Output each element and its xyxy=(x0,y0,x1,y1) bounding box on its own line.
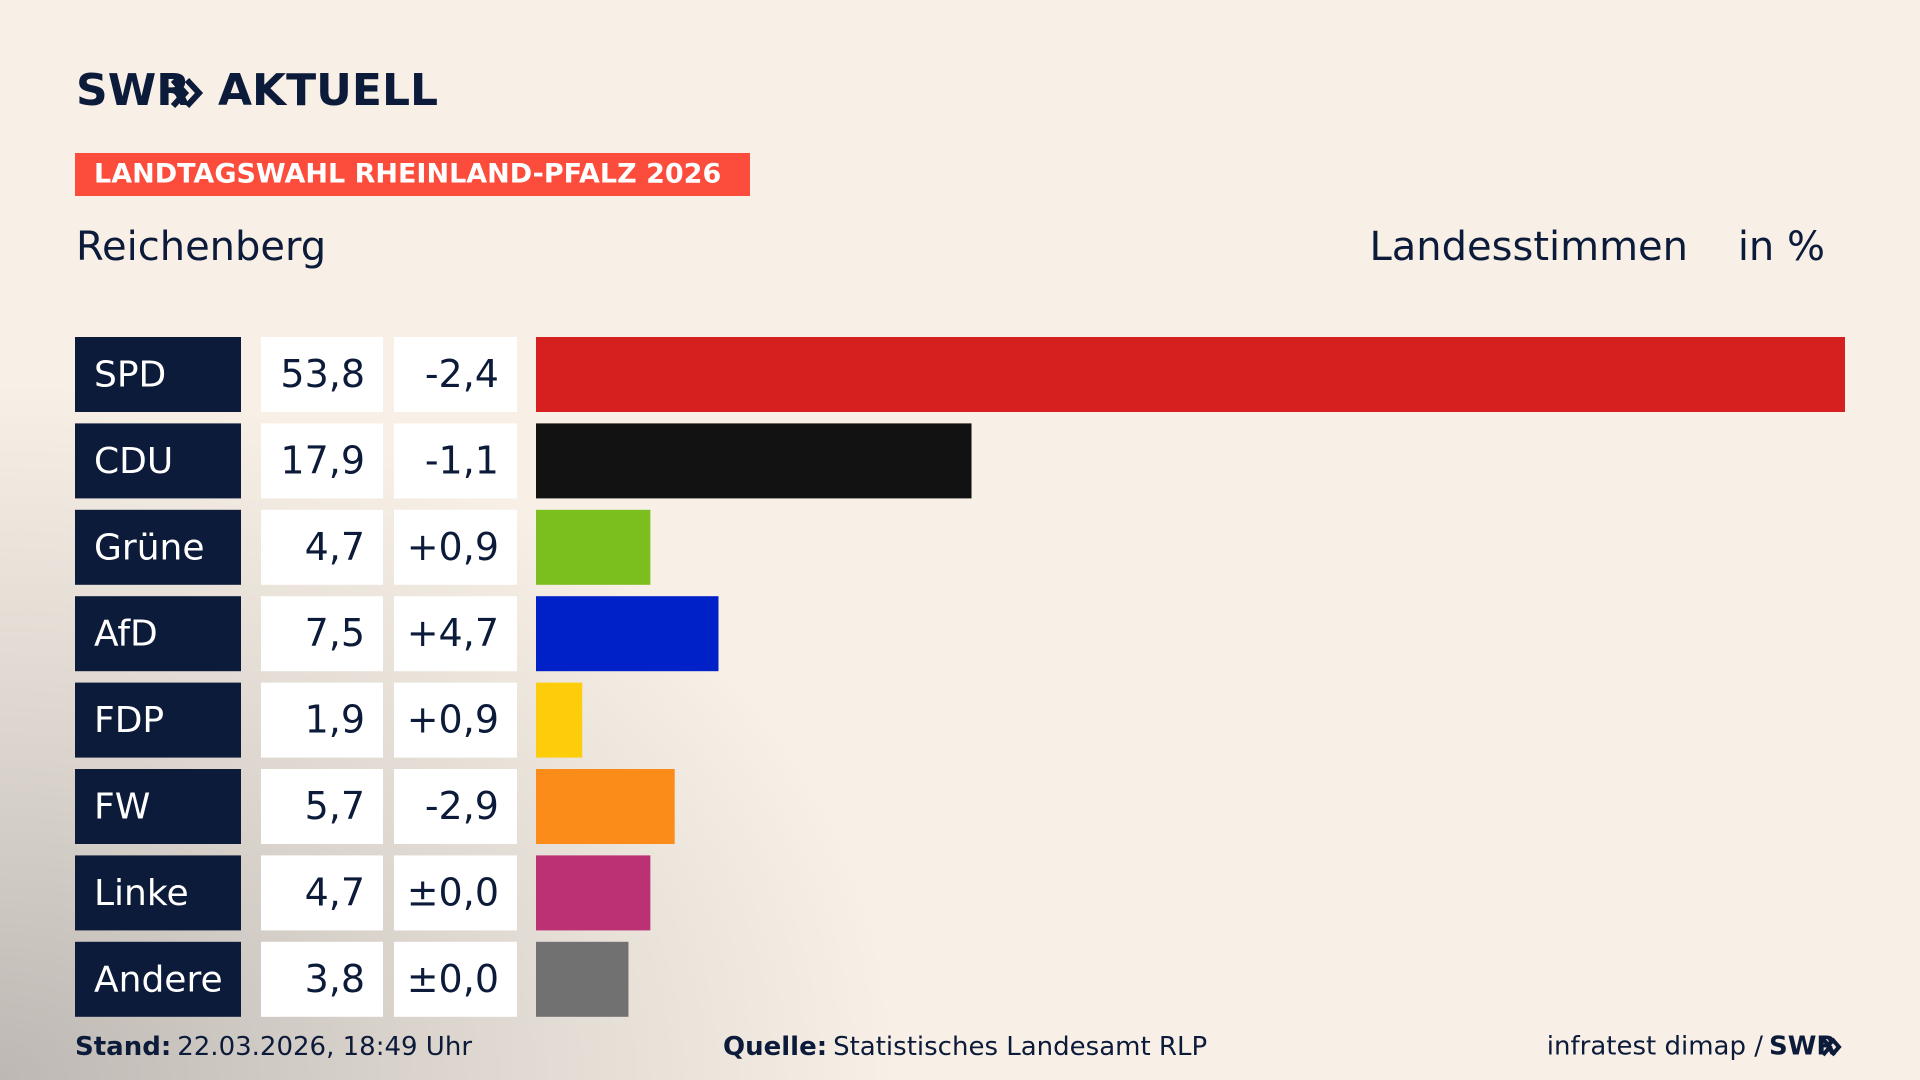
party-box xyxy=(75,337,241,412)
bar xyxy=(536,509,651,585)
party-box xyxy=(75,855,241,931)
change-box xyxy=(394,941,517,1017)
value-box xyxy=(261,509,383,585)
change-label: +0,9 xyxy=(407,525,499,569)
party-box xyxy=(75,682,241,758)
value-label: 3,8 xyxy=(305,957,365,1001)
change-box xyxy=(394,423,517,499)
value-box xyxy=(261,337,383,412)
bar xyxy=(536,596,719,672)
value-box xyxy=(261,769,383,844)
party-box xyxy=(75,509,241,585)
change-label: -2,4 xyxy=(425,352,499,396)
bar xyxy=(536,855,651,931)
bar xyxy=(536,423,972,499)
value-box xyxy=(261,596,383,672)
brand: SWR xyxy=(76,65,190,116)
source-label: Quelle: xyxy=(723,1032,827,1062)
footer-stand: Stand: 22.03.2026, 18:49 Uhr xyxy=(75,1032,472,1062)
change-label: ±0,0 xyxy=(407,870,499,914)
change-label: +4,7 xyxy=(407,611,499,655)
value-box xyxy=(261,682,383,758)
brand-chevrons xyxy=(170,77,204,109)
bar xyxy=(536,941,629,1017)
credit-chevrons xyxy=(1821,1037,1842,1057)
party-label: Andere xyxy=(94,959,223,1000)
value-label: 7,5 xyxy=(305,611,365,655)
party-label: Grüne xyxy=(94,527,204,568)
value-box xyxy=(261,941,383,1017)
bar xyxy=(536,769,675,844)
footer-source: Quelle: Statistisches Landesamt RLP xyxy=(723,1032,1207,1062)
value-label: 4,7 xyxy=(305,525,365,569)
party-box xyxy=(75,941,241,1017)
source: Statistisches Landesamt RLP xyxy=(833,1032,1207,1062)
bar xyxy=(536,337,1845,412)
tag-box xyxy=(75,153,750,196)
tag: LANDTAGSWAHL RHEINLAND-PFALZ 2026 xyxy=(94,159,721,190)
credit: infratest dimap / xyxy=(1547,1032,1763,1062)
value-box xyxy=(261,855,383,931)
change-box xyxy=(394,855,517,931)
party-label: FDP xyxy=(94,700,164,741)
value-box xyxy=(261,423,383,499)
change-label: +0,9 xyxy=(407,698,499,742)
party-box xyxy=(75,769,241,844)
value-label: 53,8 xyxy=(280,352,365,396)
bar xyxy=(536,682,583,758)
value-label: 5,7 xyxy=(305,784,365,828)
subtitle: Reichenberg xyxy=(76,224,326,270)
change-label: -2,9 xyxy=(425,784,499,828)
rows: SPD 53,8 -2,4 CDU 17,9 -1,1 Grüne 4,7 +0,9 AfD 7,5… xyxy=(75,337,1845,1017)
change-box xyxy=(394,682,517,758)
stand-label: Stand: xyxy=(75,1032,171,1062)
change-box xyxy=(394,509,517,585)
party-label: FW xyxy=(94,787,150,828)
change-box xyxy=(394,337,517,412)
party-label: Linke xyxy=(94,873,189,914)
party-box xyxy=(75,423,241,499)
value-label: 4,7 xyxy=(305,870,365,914)
measure: Landesstimmen xyxy=(1369,224,1688,270)
value-label: 1,9 xyxy=(305,698,365,742)
party-label: SPD xyxy=(94,355,166,396)
value-label: 17,9 xyxy=(280,438,365,482)
change-label: -1,1 xyxy=(425,438,499,482)
change-box xyxy=(394,769,517,844)
change-label: ±0,0 xyxy=(407,957,499,1001)
change-box xyxy=(394,596,517,672)
party-box xyxy=(75,596,241,672)
unit: in % xyxy=(1738,224,1825,270)
stand: 22.03.2026, 18:49 Uhr xyxy=(177,1032,472,1062)
party-label: AfD xyxy=(94,614,158,655)
party-label: CDU xyxy=(94,441,173,482)
credit-brand: SWR xyxy=(1769,1032,1836,1062)
product: AKTUELL xyxy=(218,65,438,116)
